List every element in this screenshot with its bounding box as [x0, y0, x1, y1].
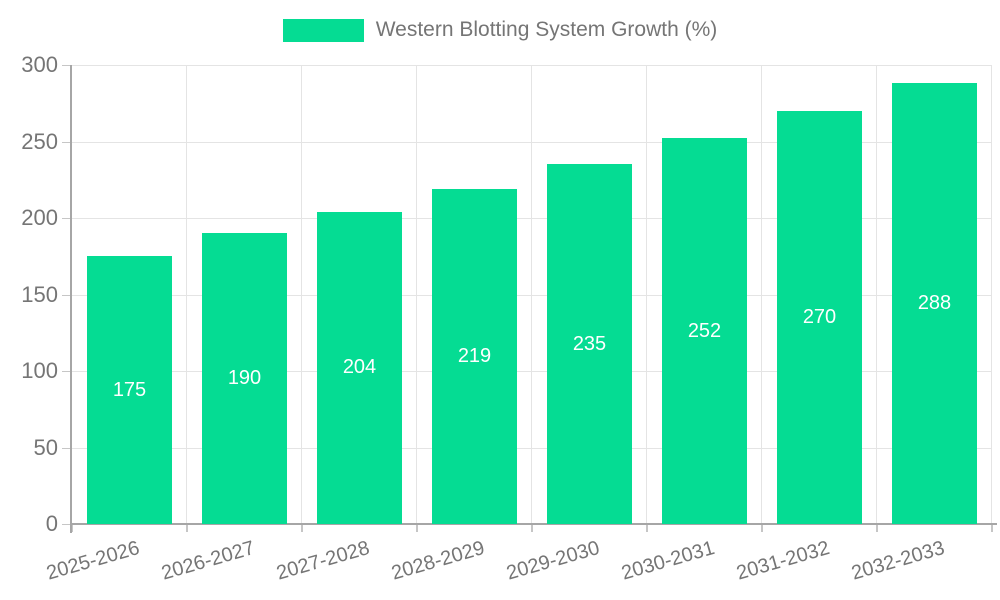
y-axis-tick — [62, 371, 72, 372]
grid-line-horizontal — [72, 371, 992, 372]
x-axis-tick — [646, 524, 648, 532]
bar-value-label: 288 — [917, 292, 952, 315]
x-axis-tick — [416, 524, 418, 532]
bar-value-label: 204 — [342, 356, 377, 379]
bar[interactable]: 204 — [317, 211, 402, 524]
x-axis-tick — [876, 524, 878, 532]
x-axis-tick — [761, 524, 763, 532]
x-axis-label: 2031-2032 — [733, 537, 832, 585]
x-axis-line — [70, 523, 997, 525]
x-axis-tick — [186, 524, 188, 532]
bar[interactable]: 252 — [662, 138, 747, 524]
bar-value-label: 235 — [572, 332, 607, 355]
grid-line-horizontal — [72, 141, 992, 143]
y-axis-label: 150 — [21, 281, 58, 307]
grid-line-vertical — [416, 65, 417, 524]
bar[interactable]: 175 — [87, 256, 172, 524]
bar-value-label: 270 — [802, 305, 837, 328]
y-axis-label: 200 — [21, 205, 58, 230]
bar[interactable]: 270 — [777, 110, 862, 524]
bar[interactable]: 190 — [202, 233, 287, 524]
bar[interactable]: 288 — [892, 83, 977, 524]
x-axis-tick — [71, 524, 73, 532]
y-axis-label: 50 — [33, 434, 58, 460]
legend-label: Western Blotting System Growth (%) — [375, 18, 718, 41]
y-axis-tick — [62, 141, 72, 143]
y-axis-tick — [62, 447, 72, 449]
x-axis-tick — [991, 524, 993, 532]
y-axis-line — [70, 65, 72, 533]
x-axis-label: 2025-2026 — [43, 537, 142, 585]
grid-line-vertical — [186, 65, 187, 524]
grid-line-horizontal — [72, 447, 992, 449]
x-axis-tick — [531, 524, 533, 532]
grid-line-vertical — [531, 65, 532, 524]
bar[interactable]: 235 — [547, 164, 632, 524]
bar-value-label: 175 — [112, 378, 147, 401]
grid-line-vertical — [301, 65, 302, 524]
y-axis-label: 250 — [21, 128, 58, 154]
grid-line-horizontal — [72, 218, 992, 219]
grid-line-vertical — [646, 65, 647, 524]
bar-value-label: 190 — [227, 367, 262, 390]
x-axis-label: 2026-2027 — [158, 537, 257, 585]
x-axis-label: 2028-2029 — [388, 537, 487, 585]
bar[interactable]: 219 — [432, 188, 517, 524]
x-axis-label: 2032-2033 — [848, 537, 947, 585]
y-axis-label: 300 — [21, 52, 58, 77]
y-axis-tick — [62, 65, 72, 66]
grid-line-horizontal — [72, 65, 992, 66]
y-axis-tick — [62, 524, 72, 525]
grid-line-vertical — [991, 65, 992, 524]
y-axis-label: 0 — [45, 511, 58, 536]
bar-value-label: 252 — [687, 319, 722, 342]
x-axis-tick — [301, 524, 303, 532]
x-axis-label: 2030-2031 — [618, 537, 717, 585]
grid-line-vertical — [876, 65, 877, 524]
grid-line-horizontal — [72, 294, 992, 296]
y-axis-tick — [62, 294, 72, 296]
x-axis-label: 2029-2030 — [503, 537, 602, 585]
bar-value-label: 219 — [457, 344, 492, 367]
x-axis-label: 2027-2028 — [273, 537, 372, 585]
chart-legend[interactable]: Western Blotting System Growth (%) — [0, 17, 1000, 43]
y-axis-label: 100 — [21, 358, 58, 383]
grid-line-vertical — [761, 65, 762, 524]
legend-swatch — [282, 18, 364, 42]
y-axis-tick — [62, 218, 72, 219]
